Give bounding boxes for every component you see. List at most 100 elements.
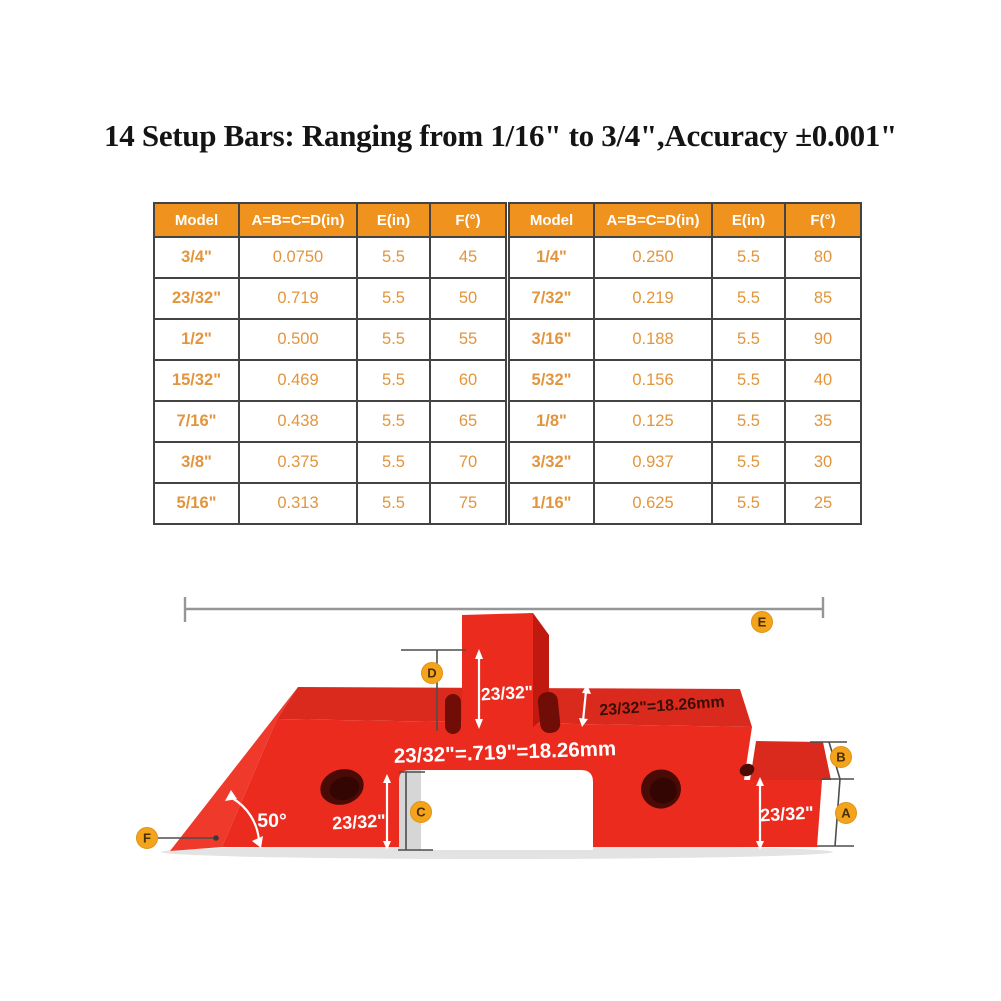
table-cell: 0.156 [593,359,713,402]
table-cell: 5.5 [711,318,786,361]
table-row: 1/8" 0.125 5.5 35 [508,400,862,443]
left-groove [445,694,461,734]
table-cell: 7/16" [153,400,240,443]
table-cell: 3/8" [153,441,240,484]
table-cell: 75 [429,482,507,525]
table-cell: 80 [784,236,862,279]
angle-label: 50° [257,810,287,832]
badge-f: F [136,827,158,849]
spec-table: Model A=B=C=D(in) E(in) F(°) 3/4" 0.0750 5.5 45… [153,202,507,525]
table-cell: 1/2" [153,318,240,361]
table-row: 15/32" 0.469 5.5 60 [153,359,507,402]
table-cell: 0.438 [238,400,358,443]
table-cell: 5.5 [356,236,431,279]
table-row: 3/8" 0.375 5.5 70 [153,441,507,484]
table-cell: 0.250 [593,236,713,279]
left-hole [320,769,364,805]
badge-a: A [835,802,857,824]
svg-text:C: C [416,805,426,820]
table-row: 1/2" 0.500 5.5 55 [153,318,507,361]
table-cell: 3/32" [508,441,595,484]
table-cell: 15/32" [153,359,240,402]
svg-text:E: E [758,615,767,630]
table-cell: 5.5 [356,441,431,484]
table-cell: 5.5 [356,359,431,402]
table-cell: 60 [429,359,507,402]
notch-depth-label: 23/32" [332,811,387,834]
svg-text:D: D [427,666,436,681]
step-notch-hole [739,763,755,777]
table-cell: 55 [429,318,507,361]
column-header: E(in) [356,202,431,238]
table-cell: 23/32" [153,277,240,320]
table-cell: 0.937 [593,441,713,484]
table-cell: 65 [429,400,507,443]
table-cell: 0.719 [238,277,358,320]
table-cell: 0.188 [593,318,713,361]
table-cell: 0.469 [238,359,358,402]
table-cell: 7/32" [508,277,595,320]
right-hole [641,769,681,809]
table-cell: 1/8" [508,400,595,443]
step-height-label: 23/32" [760,803,815,826]
badge-e: E [751,611,773,633]
table-cell: 5.5 [711,236,786,279]
table-cell: 3/16" [508,318,595,361]
svg-text:B: B [836,750,845,765]
table-cell: 25 [784,482,862,525]
svg-text:A: A [841,806,851,821]
badge-d: D [421,662,443,684]
table-cell: 0.375 [238,441,358,484]
leader-dot-f [213,835,219,841]
page-title: 14 Setup Bars: Ranging from 1/16" to 3/4… [104,118,897,153]
table-cell: 5.5 [356,482,431,525]
column-header: A=B=C=D(in) [593,202,713,238]
header-row: Model A=B=C=D(in) E(in) F(°) [508,202,862,238]
table-cell: 50 [429,277,507,320]
table-row: 23/32" 0.719 5.5 50 [153,277,507,320]
table-row: 1/4" 0.250 5.5 80 [508,236,862,279]
center-notch [421,770,593,850]
table-cell: 5.5 [356,318,431,361]
table-cell: 5.5 [356,277,431,320]
table-cell: 0.219 [593,277,713,320]
table-cell: 5/16" [153,482,240,525]
table-cell: 5.5 [711,277,786,320]
table-row: 3/32" 0.937 5.5 30 [508,441,862,484]
table-cell: 85 [784,277,862,320]
column-header: E(in) [711,202,786,238]
spec-table-right: Model A=B=C=D(in) E(in) F(°) 1/4" 0.250 5.5 80 7… [508,202,862,525]
table-cell: 5.5 [356,400,431,443]
table-cell: 0.500 [238,318,358,361]
table-cell: 0.625 [593,482,713,525]
table-cell: 5.5 [711,441,786,484]
badge-b: B [830,746,852,768]
column-header: F(°) [429,202,507,238]
table-row: 5/16" 0.313 5.5 75 [153,482,507,525]
table-cell: 70 [429,441,507,484]
table-row: 3/16" 0.188 5.5 90 [508,318,862,361]
table-row: 7/16" 0.438 5.5 65 [153,400,507,443]
table-cell: 1/4" [508,236,595,279]
column-header: F(°) [784,202,862,238]
table-cell: 1/16" [508,482,595,525]
column-header: Model [508,202,595,238]
spec-table: Model A=B=C=D(in) E(in) F(°) 1/4" 0.250 5.5 80 7… [508,202,862,525]
table-cell: 45 [429,236,507,279]
table-cell: 0.0750 [238,236,358,279]
spec-table-left: Model A=B=C=D(in) E(in) F(°) 3/4" 0.0750 5.5 45… [153,202,507,525]
table-cell: 40 [784,359,862,402]
table-cell: 5/32" [508,359,595,402]
center-notch-wall [399,770,421,850]
svg-text:F: F [143,831,151,846]
table-row: 7/32" 0.219 5.5 85 [508,277,862,320]
table-row: 1/16" 0.625 5.5 25 [508,482,862,525]
ground-shadow [161,845,833,859]
table-cell: 30 [784,441,862,484]
badge-c: C [410,801,432,823]
dimension-badges: E D C F B A [136,611,857,849]
slope-face [170,687,298,851]
right-groove [537,691,561,734]
